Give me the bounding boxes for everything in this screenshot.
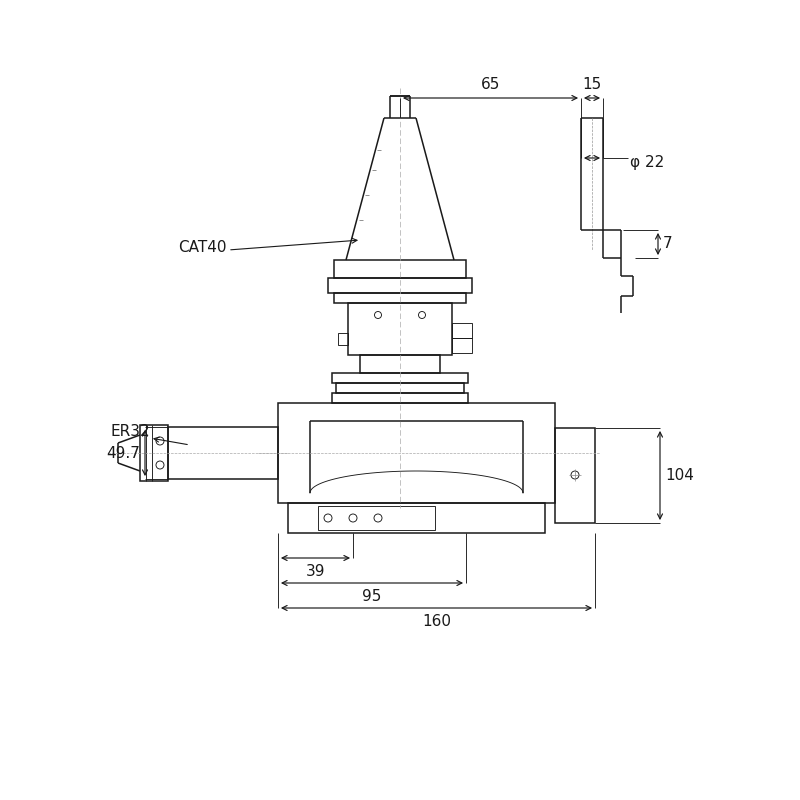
Text: 160: 160 <box>422 614 451 629</box>
Bar <box>332 393 468 403</box>
Bar <box>334 260 466 278</box>
Text: 95: 95 <box>362 589 382 604</box>
Text: 104: 104 <box>665 468 694 483</box>
Text: 15: 15 <box>582 77 602 92</box>
Bar <box>555 428 595 523</box>
Bar <box>338 333 348 345</box>
Bar <box>140 425 168 481</box>
Bar <box>360 355 440 373</box>
Text: 49.7: 49.7 <box>106 446 140 461</box>
Bar <box>328 278 472 293</box>
Text: 7: 7 <box>663 237 673 251</box>
Text: 39: 39 <box>306 564 326 579</box>
Bar <box>278 403 555 503</box>
Bar <box>168 427 278 479</box>
Text: CAT40: CAT40 <box>178 241 226 255</box>
Bar <box>334 293 466 303</box>
Bar <box>452 338 472 353</box>
Text: φ 22: φ 22 <box>630 154 664 170</box>
Bar <box>288 503 545 533</box>
Bar <box>332 373 468 383</box>
Bar <box>336 383 464 393</box>
Bar <box>318 506 435 530</box>
Bar <box>348 303 452 355</box>
Text: 65: 65 <box>481 77 500 92</box>
Text: ER32: ER32 <box>110 425 150 439</box>
Bar <box>452 323 472 338</box>
